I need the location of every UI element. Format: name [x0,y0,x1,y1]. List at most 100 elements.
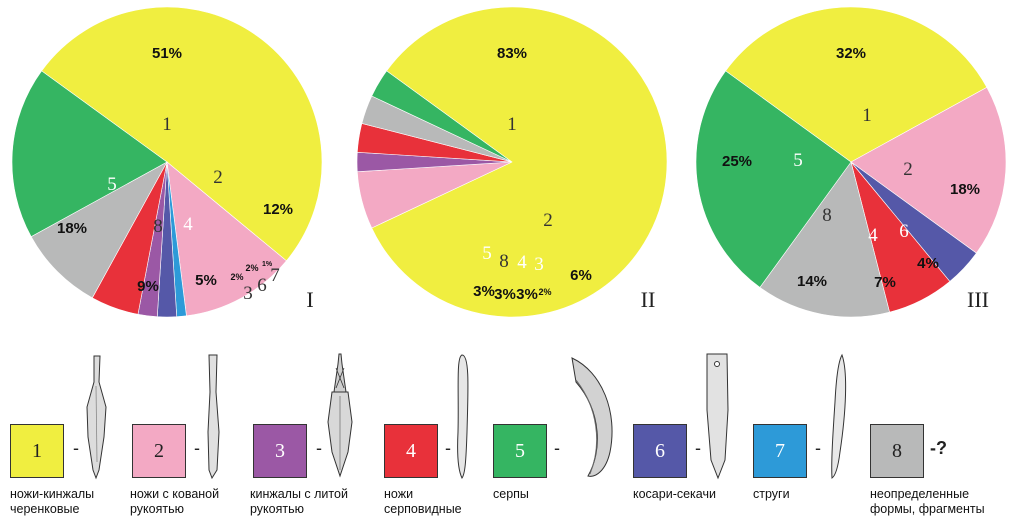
cleaver-chopper-drawing [706,353,729,480]
pie-II-slice-1 [371,6,668,318]
legend-caption-4-line-1: серповидные [384,502,462,516]
pie-I-percent-label-7: 1% [262,261,273,268]
pie-I-panel-label: I [306,287,313,312]
pie-III-percent-label-1: 32% [836,45,866,62]
legend-caption-6: косари-секачи [633,487,716,502]
pie-II-category-number-8: 8 [499,251,509,272]
pie-I-percent-label-6: 2% [245,263,258,273]
knife-dagger-tanged-drawing [86,355,107,480]
pie-II-category-number-1: 1 [507,114,517,135]
legend-caption-1-line-1: черенковые [10,502,80,516]
legend-swatch-2: 2 [132,424,186,478]
pie-II-percent-label-2: 6% [570,267,592,284]
pie-I-category-number-6: 6 [257,275,267,296]
legend-dash-1: - [73,438,79,458]
legend-dash-6: - [695,438,701,458]
legend-dash-7: - [815,438,821,458]
pie-III-panel-label: III [967,287,989,312]
pie-II-panel-label: II [641,287,656,312]
pie-I-slice-5 [11,70,168,238]
legend-swatch-4: 4 [384,424,438,478]
sickle-drawing [571,357,613,477]
legend-caption-8: неопределенные формы, фрагменты [870,487,985,517]
pie-I-category-number-1: 1 [162,114,172,135]
pie-II-category-number-3: 3 [534,254,544,275]
pie-I-percent-label-2: 12% [263,201,293,218]
legend-caption-3-line-1: рукоятью [250,502,305,516]
pie-chart-II: 83%16%22%33%43%83%5II [356,6,668,318]
pie-I-category-number-7: 7 [270,265,280,286]
legend-number-3: 3 [275,439,285,462]
legend-number-8: 8 [892,439,902,462]
legend-swatch-8: 8 [870,424,924,478]
pie-II-category-number-5: 5 [482,243,492,264]
pie-I-category-number-5: 5 [107,174,117,195]
legend-swatch-3: 3 [253,424,307,478]
pie-II-slice-5 [371,70,513,163]
pie-III-category-number-8: 8 [822,205,832,226]
legend-caption-2: ножи с кованой рукоятью [130,487,219,517]
pie-II-percent-label-3: 2% [538,287,551,297]
pie-chart-III: 32% 1 18% 2 4% 6 7% 4 14% 8 25% 5 III [695,6,1007,318]
pie-III-percent-label-8: 14% [797,273,827,290]
pie-II-percent-label-1: 83% [497,45,527,62]
pie-chart-I: 51%112%21%72%62%35%49%818%5I [11,6,323,318]
legend-caption-3-line-0: кинжалы с литой [250,487,348,501]
pie-III-slice-8 [759,161,890,318]
pie-I-category-number-8: 8 [153,216,163,237]
pie-I-percent-label-4: 5% [195,272,217,289]
legend-caption-4: ножи серповидные [384,487,462,517]
legend-caption-8-line-1: формы, фрагменты [870,502,985,516]
legend-number-5: 5 [515,439,525,462]
pie-II-category-number-2: 2 [543,210,553,231]
legend-caption-1-line-0: ножи-кинжалы [10,487,95,501]
legend-swatch-1: 1 [10,424,64,478]
pie-III-percent-label-6: 4% [917,255,939,272]
pie-III-percent-label-4: 7% [874,274,896,291]
pie-II-percent-label-8: 3% [494,286,516,303]
legend-swatch-6: 6 [633,424,687,478]
pie-III-percent-label-2: 18% [950,181,980,198]
pie-I-percent-label-8: 9% [137,278,159,295]
legend-unknown-marker: -? [930,438,947,458]
pie-I-slice-8 [30,161,168,299]
legend-caption-5-line-0: серпы [493,487,529,501]
legend-number-1: 1 [32,439,42,462]
legend-caption-2-line-0: ножи с кованой [130,487,220,501]
legend-number-6: 6 [655,439,665,462]
pie-III-slice-1 [725,6,988,163]
pie-I-slice-2 [166,161,287,317]
legend-caption-6-line-0: косари-секачи [633,487,716,501]
pie-II-category-number-4: 4 [517,252,527,273]
legend-number-7: 7 [775,439,785,462]
pie-II-percent-label-5: 3% [473,283,495,300]
pie-III-category-number-2: 2 [903,159,913,180]
pie-I-category-number-2: 2 [213,167,223,188]
dagger-cast-handle-drawing [327,353,353,478]
pie-III-category-number-5: 5 [793,150,803,171]
legend-caption-5: серпы [493,487,529,502]
pie-I-category-number-3: 3 [243,283,253,304]
pie-III-category-number-1: 1 [862,105,872,126]
pie-I-category-number-4: 4 [183,214,193,235]
legend-dash-3: - [316,438,322,458]
legend-swatch-5: 5 [493,424,547,478]
pie-I-percent-label-1: 51% [152,45,182,62]
legend-caption-1: ножи-кинжалы черенковые [10,487,94,517]
pie-III-category-number-6: 6 [899,221,909,242]
pie-I-percent-label-5: 18% [57,220,87,237]
pie-III-percent-label-5: 25% [722,153,752,170]
legend-caption-7-line-0: струги [753,487,790,501]
pie-III-slice-5 [695,70,852,288]
legend-caption-3: кинжалы с литой рукоятью [250,487,348,517]
legend-dash-5: - [554,438,560,458]
pie-I-slice-1 [41,6,323,262]
legend-caption-2-line-1: рукоятью [130,502,185,516]
knife-forged-handle-drawing [207,354,220,480]
legend-dash-4: - [445,438,451,458]
legend-number-2: 2 [154,439,164,462]
legend-number-4: 4 [406,439,416,462]
legend-swatch-7: 7 [753,424,807,478]
pie-III-slice-2 [850,86,1007,254]
